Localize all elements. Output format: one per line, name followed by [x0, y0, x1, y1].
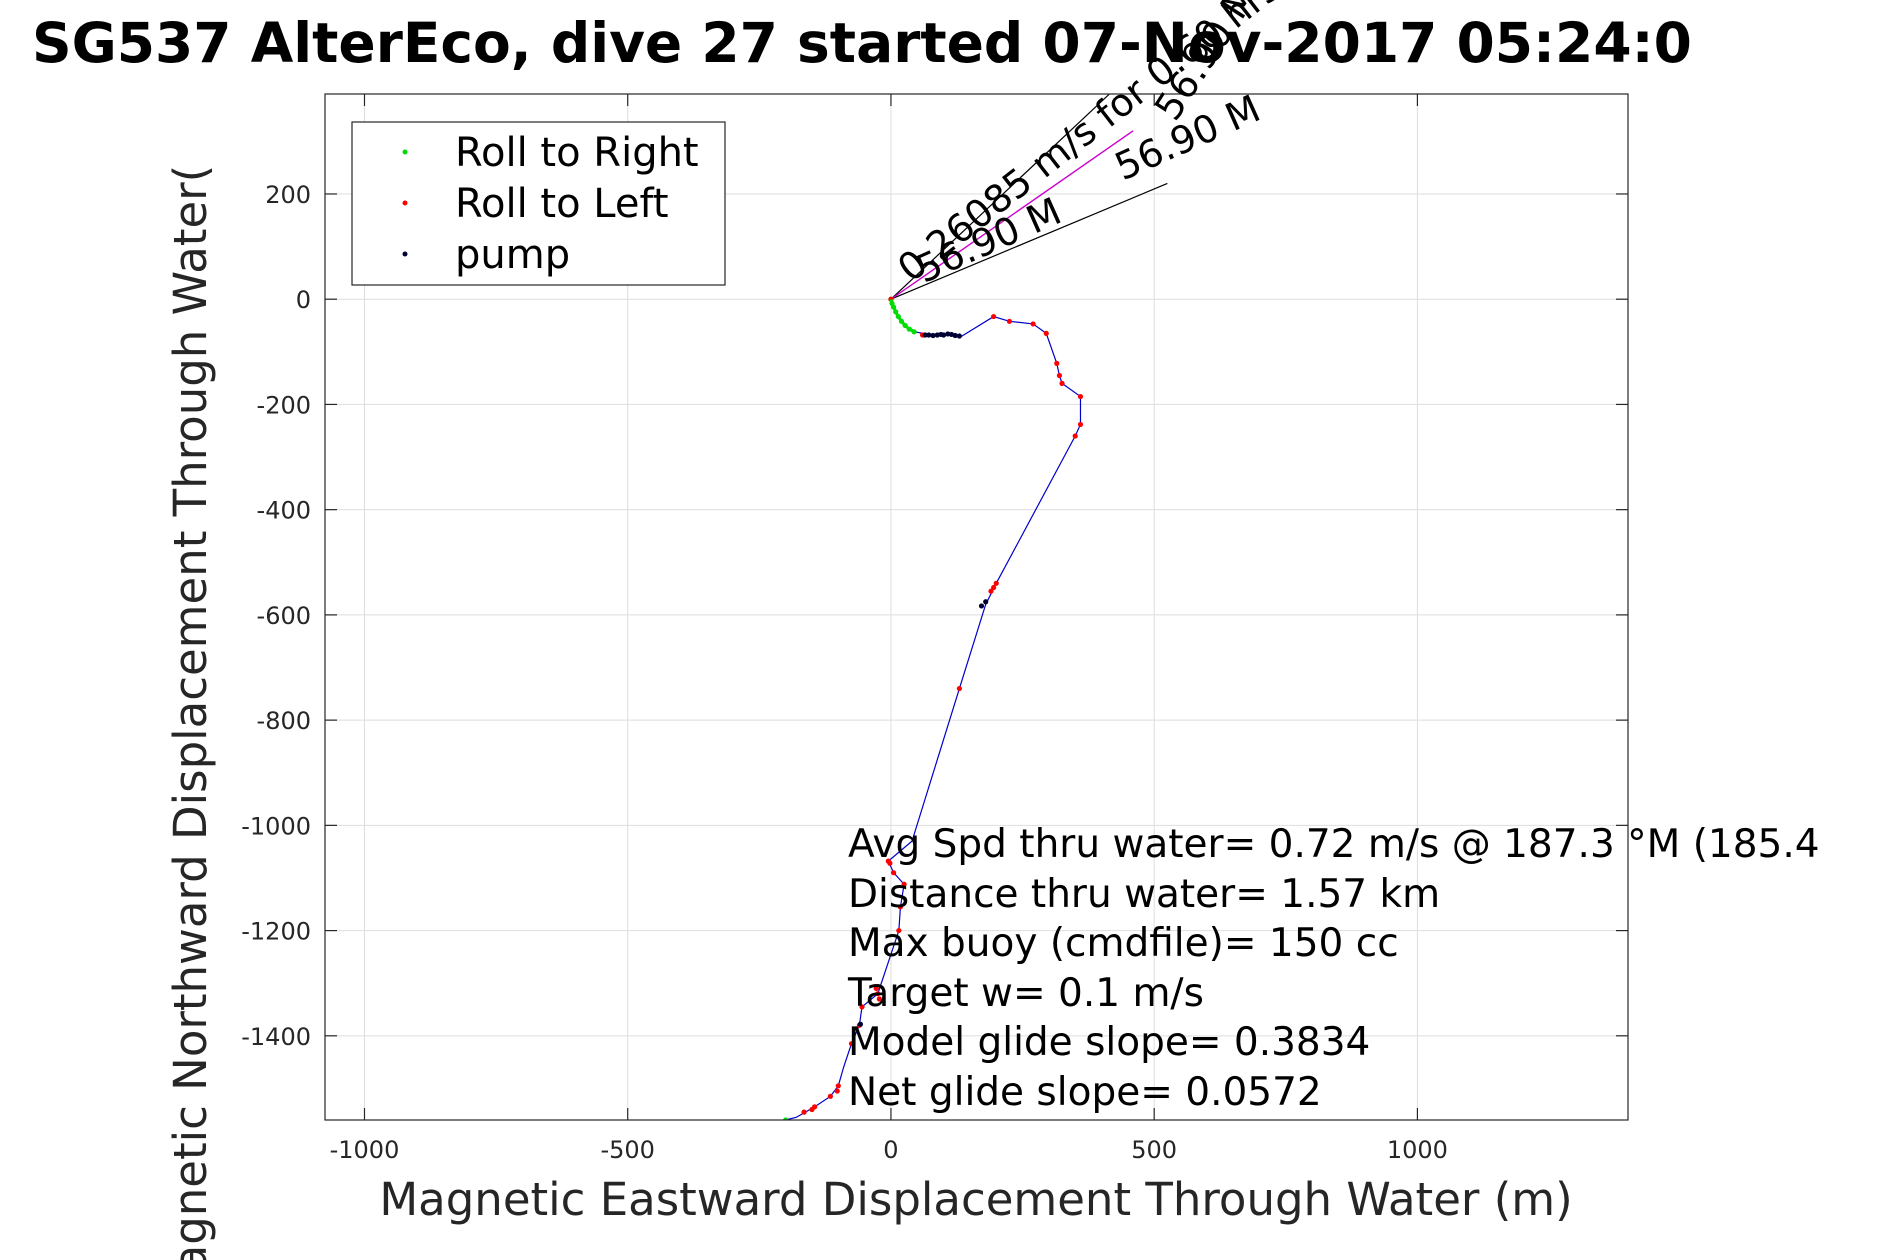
y-tick-label: -600 — [257, 602, 311, 630]
roll-left-point — [1059, 380, 1065, 386]
roll-right-point — [783, 1117, 789, 1120]
roll-left-point — [956, 685, 962, 692]
y-tick-label: 0 — [296, 286, 311, 314]
pump-point — [922, 332, 928, 338]
annotation-model-glide: Model glide slope= 0.3834 — [848, 1020, 1370, 1065]
pump-point — [940, 332, 947, 338]
pump-point — [926, 332, 932, 338]
plot-content — [783, 94, 1168, 1120]
legend-marker-roll-left — [402, 200, 408, 206]
roll-left-point — [993, 580, 999, 586]
y-tick-label: -1200 — [241, 918, 311, 946]
legend: Roll to Right Roll to Left pump — [351, 121, 726, 286]
y-tick-label: -1000 — [241, 812, 311, 840]
y-axis-label: Magnetic Northward Displacement Through … — [164, 165, 217, 1260]
roll-left-point — [859, 1004, 865, 1010]
roll-left-point — [1043, 330, 1049, 336]
pump-point — [956, 333, 962, 339]
roll-left-point — [876, 996, 882, 1002]
roll-left-point — [988, 588, 994, 594]
roll-left-point — [1054, 360, 1060, 366]
roll-left-point — [801, 1109, 807, 1115]
y-tick-label: 200 — [265, 181, 311, 209]
pump-point — [857, 1021, 864, 1027]
annotation-target-w: Target w= 0.1 m/s — [847, 971, 1204, 1016]
legend-marker-roll-right — [402, 149, 408, 155]
y-tick-labels: 200 0 -200 -400 -600 -800 -1000 -1200 -1400 — [241, 181, 311, 1051]
y-tick-label: -800 — [257, 707, 311, 735]
pump-point — [983, 599, 989, 605]
legend-marker-pump — [402, 251, 408, 257]
legend-label-roll-left: Roll to Left — [455, 181, 669, 227]
roll-left-point — [875, 991, 881, 997]
roll-left-point — [809, 1106, 815, 1113]
x-tick-label: 500 — [1131, 1136, 1177, 1164]
roll-left-point — [848, 1041, 855, 1047]
current-wedge-line — [890, 182, 1168, 300]
roll-left-point — [991, 313, 997, 320]
pump-point — [930, 332, 936, 339]
x-tick-label: 1000 — [1387, 1136, 1448, 1164]
roll-left-point — [1077, 393, 1084, 400]
roll-left-point — [897, 904, 904, 910]
legend-label-roll-right: Roll to Right — [455, 130, 699, 176]
roll-left-point — [1030, 321, 1036, 327]
current-wedge-line — [890, 94, 1110, 300]
legend-label-pump: pump — [455, 232, 570, 278]
roll-left-point — [873, 985, 879, 992]
annotation-net-glide: Net glide slope= 0.0572 — [848, 1070, 1322, 1115]
roll-left-point — [901, 881, 907, 887]
x-tick-labels: -1000 -500 0 500 1000 — [330, 1136, 1448, 1164]
axes-box — [324, 93, 1629, 1121]
annotation-max-buoy: Max buoy (cmdfile)= 150 cc — [848, 921, 1399, 966]
roll-left-point — [1056, 372, 1063, 379]
x-tick-label: -500 — [600, 1136, 654, 1164]
roll-left-point — [1077, 421, 1084, 428]
chart-title: SG537 AlterEco, dive 27 started 07-Nov-2… — [32, 11, 1692, 75]
y-tick-label: -400 — [257, 497, 311, 525]
roll-left-point — [835, 1083, 841, 1089]
roll-left-point — [1072, 433, 1078, 439]
x-tick-label: -1000 — [330, 1136, 400, 1164]
x-tick-label: 0 — [883, 1136, 898, 1164]
grid-lines — [325, 94, 1628, 1120]
roll-left-point — [887, 860, 893, 866]
roll-left-point — [827, 1093, 834, 1099]
annotations: Avg Spd thru water= 0.72 m/s @ 187.3 °M … — [847, 822, 1820, 1115]
roll-left-point — [890, 870, 897, 876]
y-tick-label: -1400 — [241, 1023, 311, 1051]
tick-marks — [325, 94, 1628, 1120]
annotation-distance: Distance thru water= 1.57 km — [848, 872, 1440, 917]
annotation-avg-speed: Avg Spd thru water= 0.72 m/s @ 187.3 °M … — [848, 822, 1820, 867]
roll-left-point — [1006, 318, 1013, 324]
current-vector-line — [890, 130, 1134, 300]
roll-left-point — [896, 927, 902, 934]
x-axis-label: Magnetic Eastward Displacement Through W… — [379, 1173, 1572, 1226]
y-tick-label: -200 — [257, 391, 311, 419]
pump-point — [978, 603, 985, 609]
legend-box — [351, 121, 726, 286]
roll-left-point — [991, 584, 997, 591]
roll-left-point — [834, 1088, 840, 1094]
pump-point — [952, 332, 958, 339]
roll-right-arc — [889, 298, 915, 334]
